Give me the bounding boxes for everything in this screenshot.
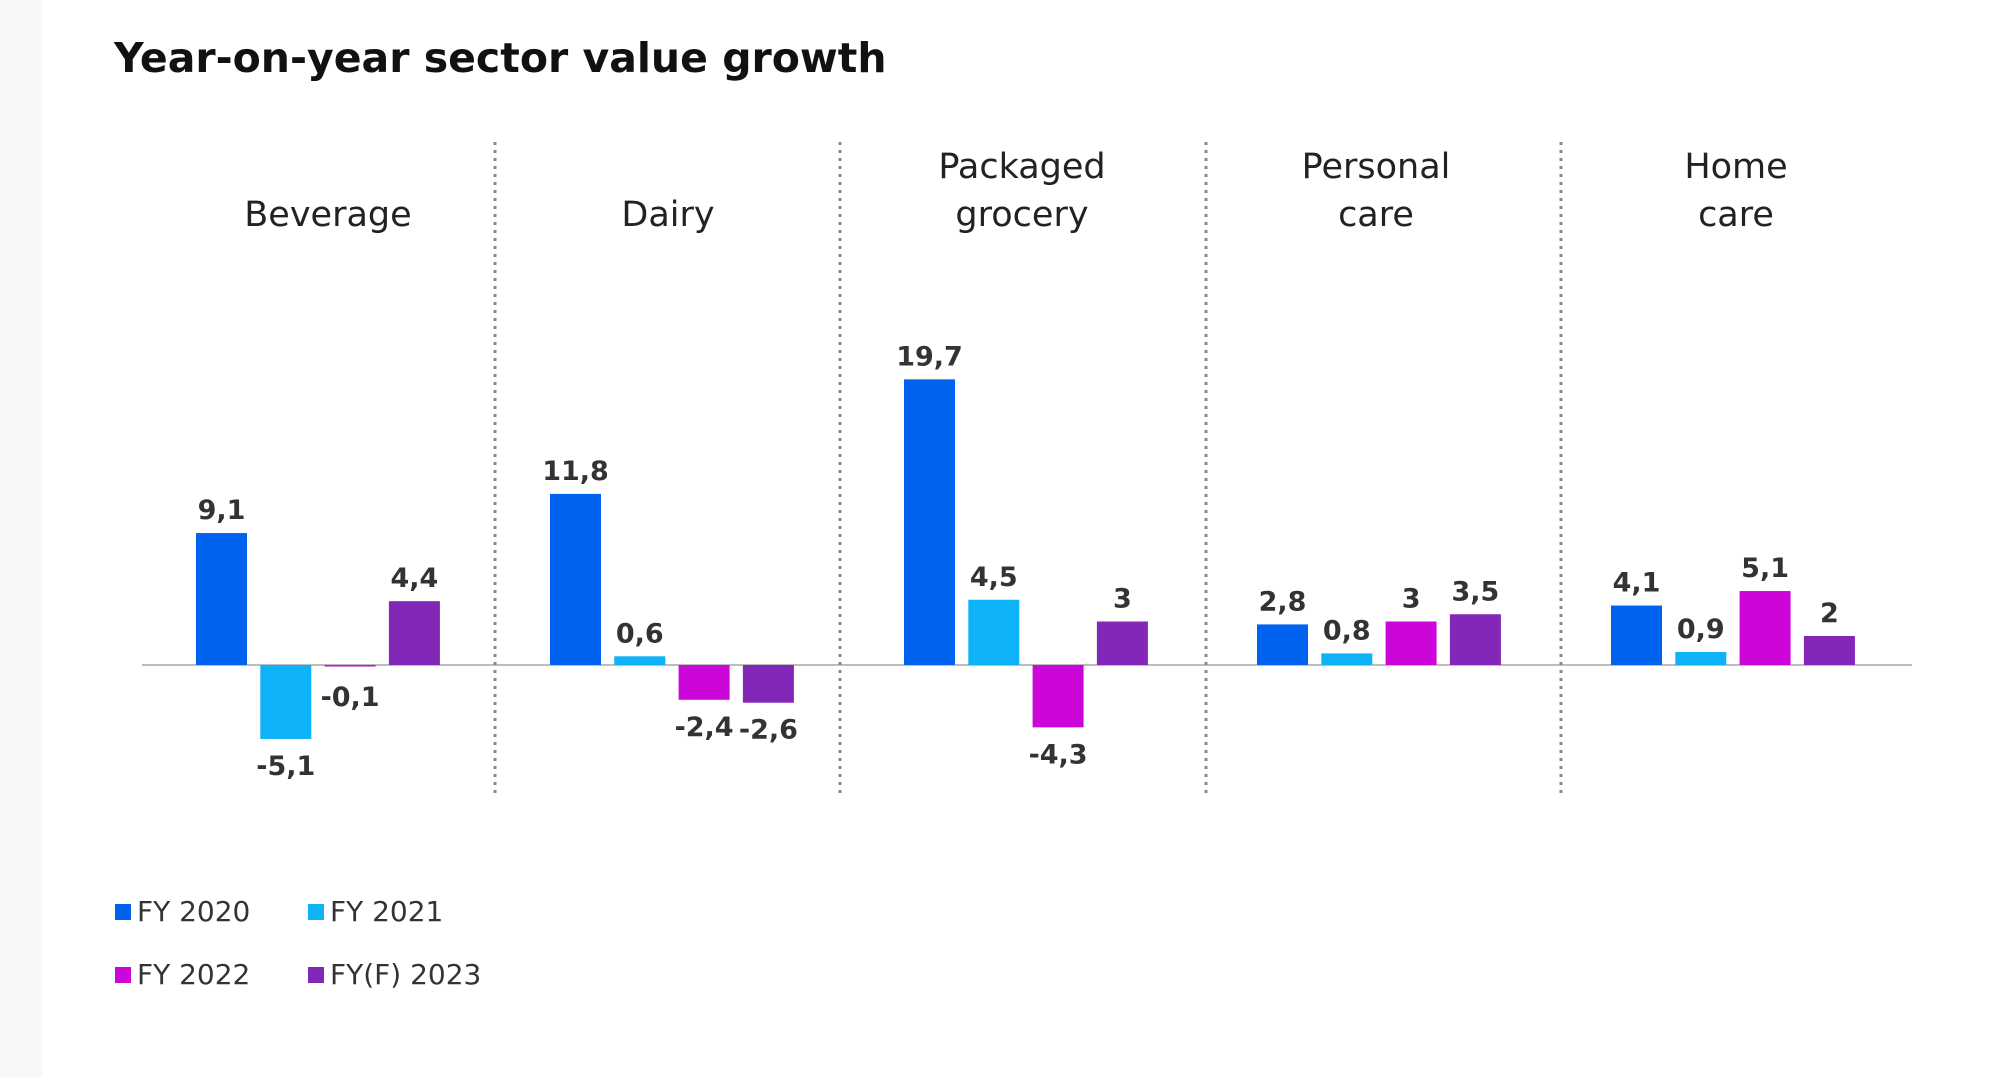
value-label-3-3: -4,3 xyxy=(1029,739,1088,770)
legend-item-2: FY 2021 xyxy=(308,895,443,928)
bar-4-1 xyxy=(388,601,440,665)
bar-3-5 xyxy=(1739,591,1791,665)
value-label-4-2: -2,6 xyxy=(739,715,798,746)
bar-3-2 xyxy=(678,665,730,700)
category-label-5-line-1: Home xyxy=(1684,147,1787,187)
legend: FY 2020 FY 2021 FY 2022 FY(F) 2023 xyxy=(115,895,535,1015)
bar-2-1 xyxy=(260,665,312,739)
legend-label-2: FY 2021 xyxy=(330,895,444,928)
bar-1-1 xyxy=(196,533,247,665)
value-label-2-5: 0,9 xyxy=(1677,614,1725,645)
chart-title: Year-on-year sector value growth xyxy=(114,34,887,82)
bar-4-5 xyxy=(1803,636,1855,665)
bar-4-3 xyxy=(1096,621,1148,665)
value-label-3-4: 3 xyxy=(1402,584,1421,615)
value-label-2-2: 0,6 xyxy=(616,618,664,649)
bar-2-4 xyxy=(1321,653,1373,665)
category-label-2: Dairy xyxy=(621,195,714,235)
legend-label-3: FY 2022 xyxy=(137,958,251,991)
value-label-2-3: 4,5 xyxy=(970,562,1018,593)
bar-2-3 xyxy=(968,599,1020,665)
bar-3-1 xyxy=(324,665,376,667)
legend-item-3: FY 2022 xyxy=(115,958,250,991)
bar-2-5 xyxy=(1675,651,1727,665)
bar-2-2 xyxy=(614,656,666,665)
value-label-1-3: 19,7 xyxy=(896,341,963,372)
value-label-2-4: 0,8 xyxy=(1323,615,1371,646)
value-label-4-1: 4,4 xyxy=(390,563,438,594)
bar-1-2 xyxy=(550,493,601,665)
value-label-3-1: -0,1 xyxy=(321,682,380,713)
value-label-4-3: 3 xyxy=(1113,584,1132,615)
value-label-4-5: 2 xyxy=(1820,598,1839,629)
bar-4-4 xyxy=(1449,614,1501,665)
legend-label-1: FY 2020 xyxy=(137,895,251,928)
bar-3-3 xyxy=(1032,665,1084,728)
bar-1-4 xyxy=(1257,624,1308,665)
value-label-1-2: 11,8 xyxy=(542,456,609,487)
legend-swatch-1 xyxy=(115,903,131,920)
category-label-3-line-1: Packaged xyxy=(938,147,1105,187)
legend-swatch-3 xyxy=(115,966,131,983)
bar-3-4 xyxy=(1385,621,1437,665)
left-margin-strip xyxy=(0,0,42,1077)
category-label-4-line-2: care xyxy=(1338,195,1414,235)
bar-4-2 xyxy=(742,665,794,703)
value-label-1-4: 2,8 xyxy=(1259,586,1307,617)
value-label-3-2: -2,4 xyxy=(675,712,734,743)
bar-1-5 xyxy=(1611,605,1662,665)
value-label-2-1: -5,1 xyxy=(256,751,315,782)
legend-label-4: FY(F) 2023 xyxy=(330,958,482,991)
legend-item-1: FY 2020 xyxy=(115,895,250,928)
category-label-1: Beverage xyxy=(244,195,411,235)
bar-1-3 xyxy=(904,379,955,665)
value-label-4-4: 3,5 xyxy=(1451,576,1499,607)
category-label-3-line-2: grocery xyxy=(955,195,1088,235)
category-label-5-line-2: care xyxy=(1698,195,1774,235)
legend-swatch-4 xyxy=(308,966,324,983)
category-label-4-line-1: Personal xyxy=(1302,147,1451,187)
value-label-1-1: 9,1 xyxy=(198,495,246,526)
value-label-1-5: 4,1 xyxy=(1613,568,1661,599)
legend-item-4: FY(F) 2023 xyxy=(308,958,481,991)
value-label-3-5: 5,1 xyxy=(1741,553,1789,584)
legend-swatch-2 xyxy=(308,903,324,920)
